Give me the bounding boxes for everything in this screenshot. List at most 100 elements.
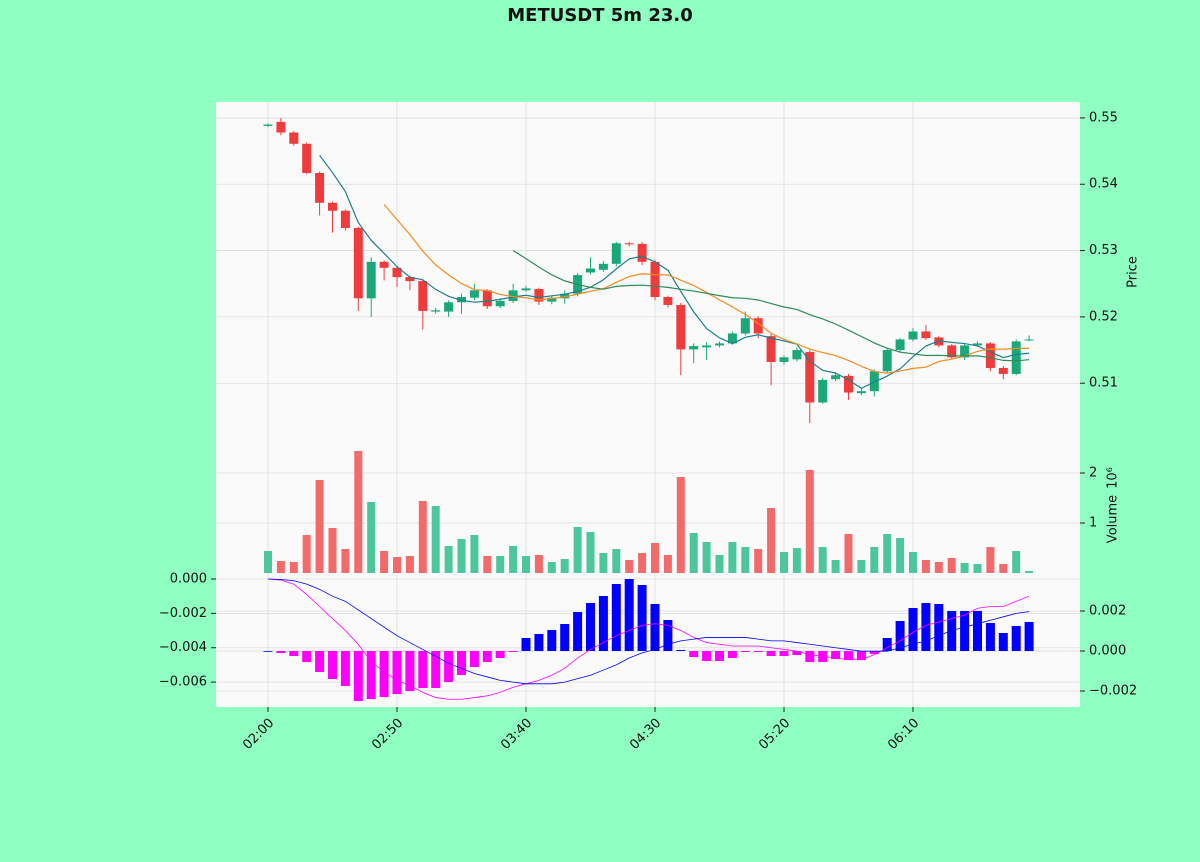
candle-body — [947, 345, 957, 358]
macd-histogram-bar — [302, 651, 312, 662]
macd-histogram-bar — [457, 651, 466, 675]
volume-bar — [831, 560, 840, 573]
y-tick-label: 0.55 — [1089, 110, 1118, 125]
volume-bar — [689, 533, 698, 573]
volume-bar — [444, 546, 453, 573]
macd-histogram-bar — [444, 651, 454, 682]
candle-body — [702, 345, 712, 348]
candle-body — [547, 297, 557, 302]
volume-bar — [509, 546, 518, 573]
volume-bar — [328, 528, 337, 573]
candle-body — [508, 290, 518, 301]
candle-body — [637, 243, 647, 262]
volume-bar — [457, 539, 466, 573]
candle-body — [740, 318, 750, 334]
y-tick-label: 0.002 — [1089, 604, 1126, 619]
macd-histogram-bar — [431, 651, 441, 688]
candle-body — [624, 243, 634, 245]
candle-body — [611, 243, 621, 264]
macd-histogram-bar — [1011, 626, 1021, 651]
macd-histogram-bar — [727, 651, 737, 658]
macd-histogram-bar — [805, 651, 815, 662]
volume-bar — [599, 553, 608, 573]
candle-body — [856, 391, 866, 394]
macd-histogram-bar — [831, 651, 841, 659]
macd-histogram-bar — [882, 638, 892, 651]
candle-body — [882, 350, 892, 372]
candle-body — [560, 293, 570, 299]
macd-histogram-bar — [508, 651, 518, 652]
macd-histogram-bar — [637, 585, 647, 651]
macd-histogram-bar — [495, 651, 505, 658]
volume-bar — [960, 563, 969, 573]
candle-body — [457, 296, 466, 303]
volume-bar — [741, 547, 750, 573]
candle-body — [392, 267, 402, 278]
volume-bar — [367, 502, 376, 573]
macd-histogram-bar — [856, 651, 866, 660]
candle-body — [766, 336, 776, 362]
macd-histogram-bar — [947, 611, 957, 651]
volume-bar — [780, 552, 788, 573]
macd-histogram-bar — [353, 651, 363, 701]
candle-body — [908, 331, 918, 340]
volume-bar — [405, 556, 414, 573]
macd-histogram-bar — [534, 634, 544, 651]
y-tick-label: 1 — [1089, 516, 1097, 531]
volume-bar — [857, 560, 866, 573]
candle-body — [921, 331, 931, 339]
macd-line — [267, 578, 1030, 685]
y-tick-label: −0.006 — [159, 675, 207, 690]
macd-histogram-bar — [263, 651, 273, 652]
macd-histogram-bar — [611, 584, 621, 651]
candle-body — [353, 228, 363, 299]
macd-histogram-bar — [547, 630, 557, 651]
macd-histogram-bar — [598, 596, 608, 651]
macd-histogram-bar — [469, 651, 479, 667]
macd-histogram-bar — [276, 651, 286, 653]
candle-body — [302, 143, 312, 173]
candle-body — [818, 379, 828, 403]
volume-bar — [896, 538, 905, 573]
macd-histogram-bar — [779, 651, 789, 656]
candle-body — [598, 263, 608, 270]
volume-bar — [844, 534, 853, 573]
candle-body — [689, 346, 699, 350]
macd-histogram-bar — [869, 651, 879, 654]
macd-histogram-bar — [985, 623, 995, 651]
volume-bar — [805, 470, 814, 573]
candle-body — [715, 343, 724, 346]
macd-histogram-bar — [521, 638, 531, 651]
volume-bar — [393, 557, 401, 573]
volume-bar — [818, 547, 827, 573]
volume-bar — [934, 562, 943, 573]
candle-body — [289, 132, 299, 144]
volume-bar — [715, 555, 724, 573]
volume-bar — [792, 548, 801, 573]
volume-bar — [947, 558, 956, 573]
chart-title: METUSDT 5m 23.0 — [507, 5, 693, 26]
volume-bar — [341, 549, 350, 573]
y-tick-label: 0.51 — [1089, 376, 1118, 391]
volume-bar — [547, 562, 556, 573]
candle-body — [586, 268, 595, 273]
macd-histogram-bar — [908, 608, 918, 651]
candle-body — [366, 261, 376, 299]
volume-bar — [973, 564, 982, 573]
candle-body — [792, 350, 802, 360]
macd-histogram-bar — [895, 621, 905, 651]
candle-body — [405, 277, 415, 282]
candle-body — [663, 296, 673, 305]
y-tick-label: −0.002 — [159, 606, 207, 621]
macd-histogram-bar — [960, 611, 970, 651]
volume-bar — [586, 532, 595, 573]
candle-body — [315, 172, 325, 203]
candle-body — [650, 261, 660, 297]
y-tick-label: 2 — [1089, 466, 1097, 481]
volume-bar — [909, 552, 917, 573]
candle-body — [844, 375, 853, 393]
volume-bar — [418, 501, 427, 573]
candle-body — [805, 352, 815, 403]
macd-histogram-bar — [998, 633, 1008, 651]
volume-bar — [315, 480, 324, 573]
